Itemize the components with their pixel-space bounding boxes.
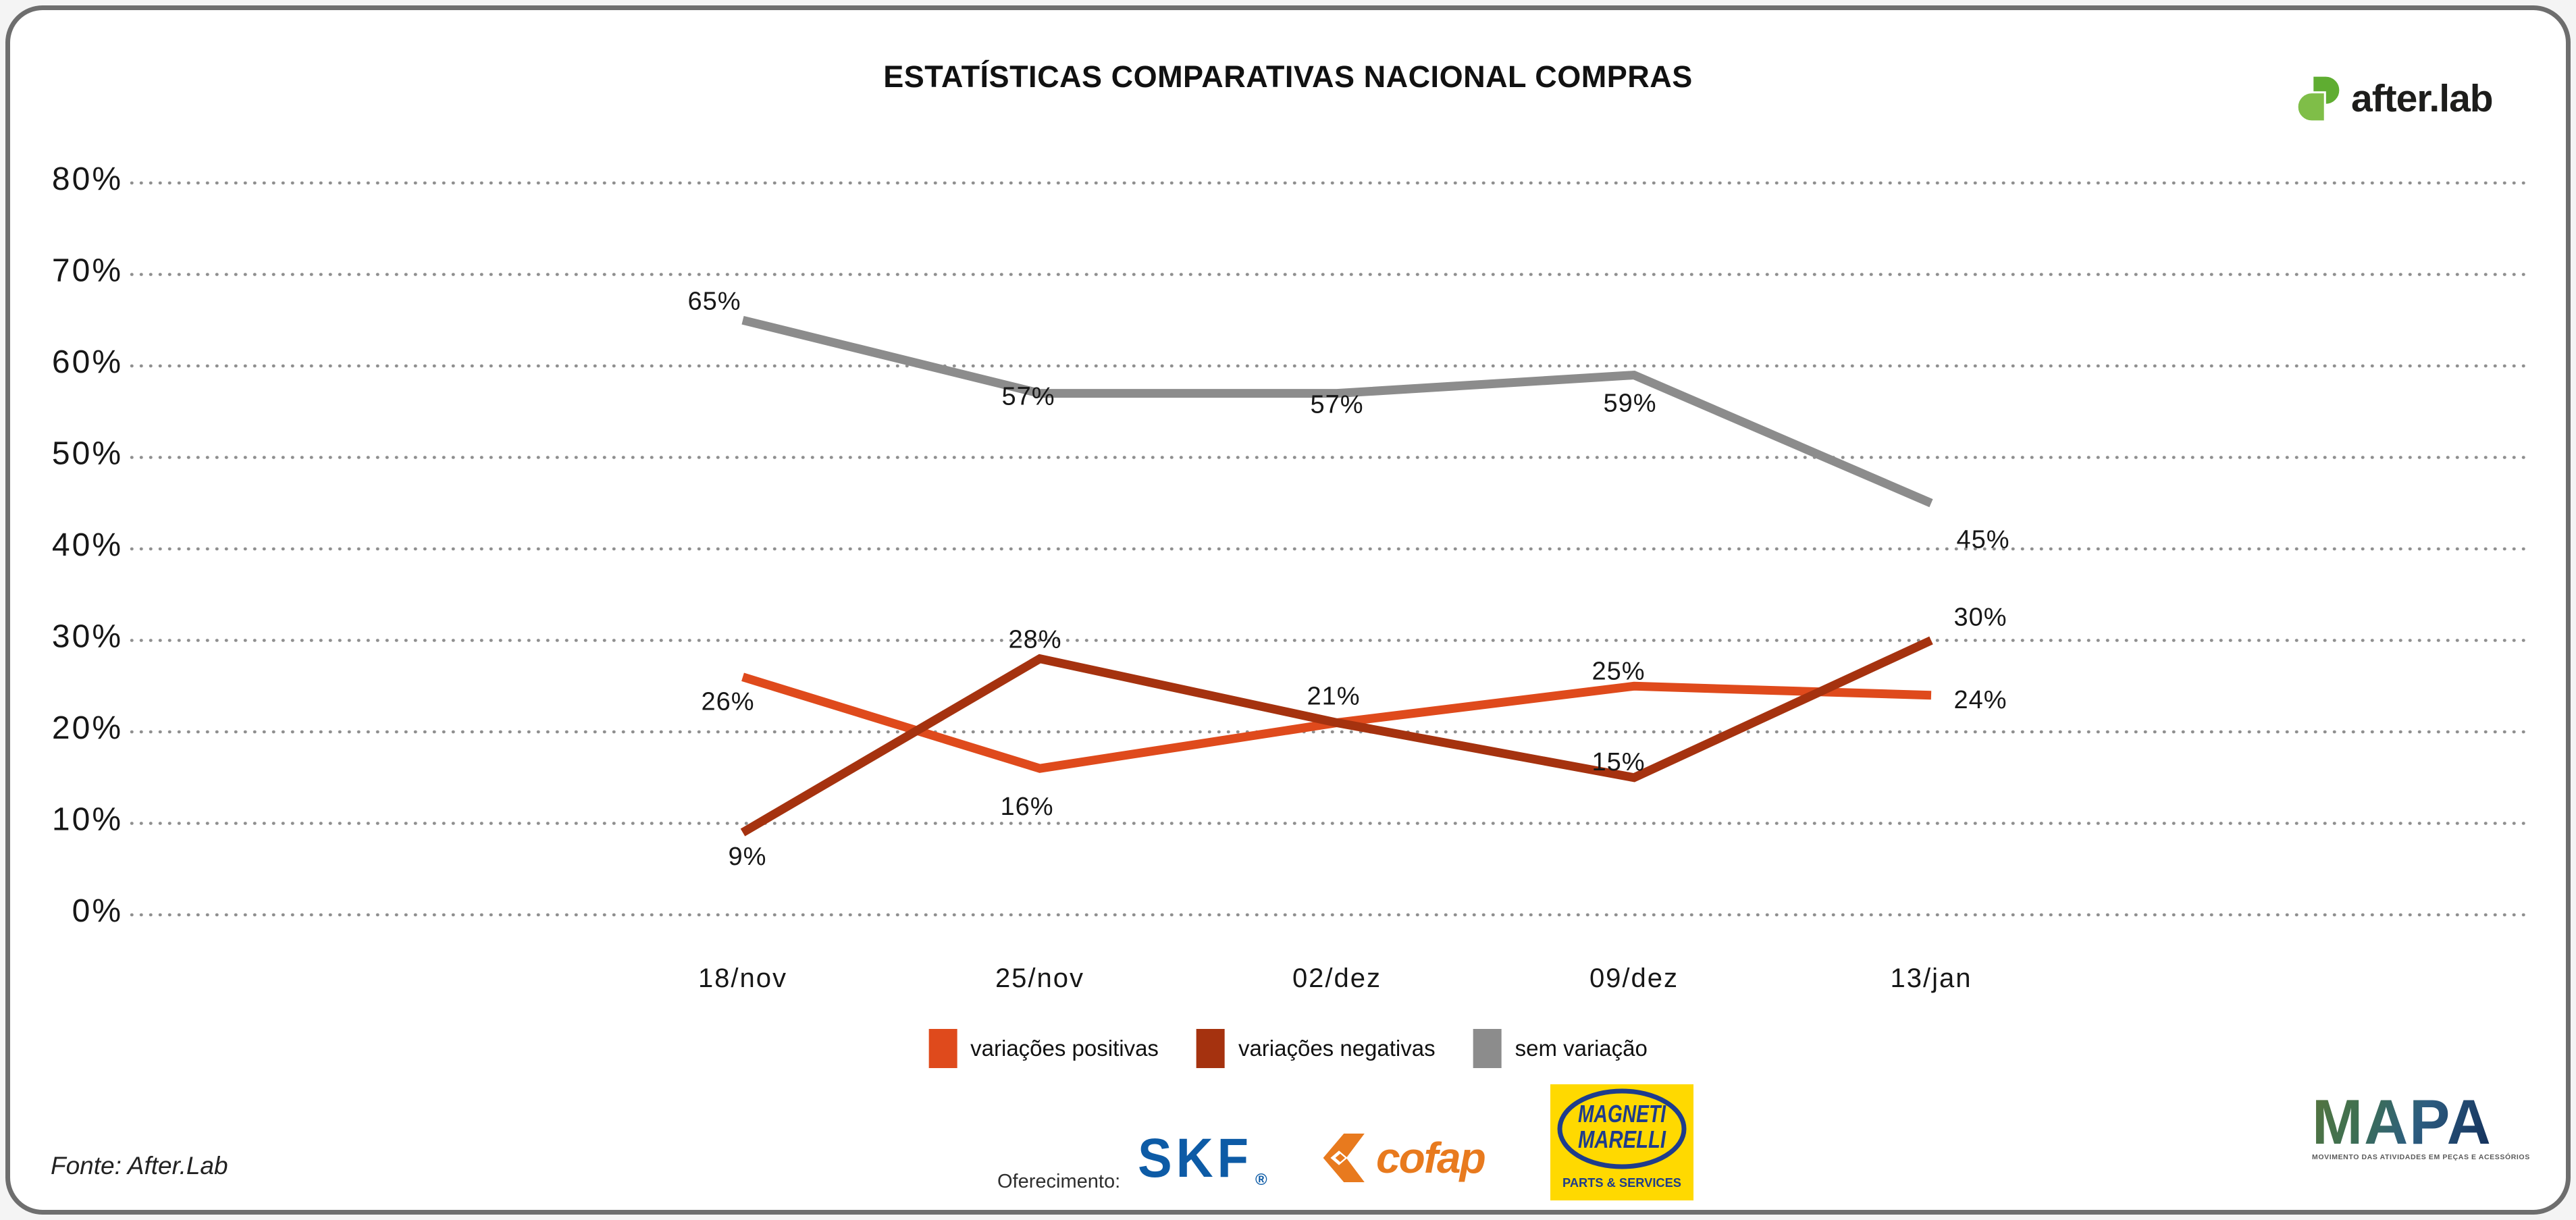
svg-text:80%: 80% (52, 161, 123, 197)
magneti-ellipse (1557, 1088, 1687, 1169)
magneti-marelli-logo: MAGNETI MARELLI PARTS & SERVICES (1550, 1084, 1693, 1200)
card-frame (5, 5, 2571, 1215)
svg-text:0%: 0% (72, 893, 123, 929)
legend-item-sem-variacao: sem variação (1473, 1029, 1648, 1068)
svg-text:24%: 24% (1953, 686, 2007, 714)
svg-text:50%: 50% (52, 436, 123, 472)
skf-logo: SKF ® (1138, 1127, 1267, 1190)
cofap-chevron-icon (1323, 1134, 1365, 1182)
legend-swatch-sem-variacao (1473, 1029, 1502, 1068)
svg-text:21%: 21% (1307, 682, 1360, 710)
cofap-logo-text: cofap (1376, 1134, 1486, 1182)
svg-text:28%: 28% (1008, 626, 1061, 654)
svg-text:25%: 25% (1592, 657, 1645, 685)
sponsorship-label: Oferecimento: (997, 1171, 1121, 1192)
mapa-logo: MAPA MOVIMENTO DAS ATIVIDADES EM PEÇAS E… (2312, 1086, 2530, 1162)
legend-label-sem-variacao: sem variação (1515, 1036, 1648, 1061)
mapa-logo-text: MAPA (2312, 1086, 2492, 1157)
magneti-line2: MARELLI (1578, 1125, 1666, 1153)
registered-mark-icon: ® (1255, 1171, 1267, 1189)
svg-text:13/jan: 13/jan (1891, 963, 1972, 993)
legend-swatch-negativas (1196, 1029, 1225, 1068)
svg-text:18/nov: 18/nov (698, 963, 787, 993)
legend-label-positivas: variações positivas (970, 1036, 1159, 1061)
svg-text:57%: 57% (1001, 383, 1055, 411)
legend-label-negativas: variações negativas (1238, 1036, 1436, 1061)
chart-legend: variações positivas variações negativas … (928, 1029, 1648, 1068)
magneti-line3: PARTS & SERVICES (1562, 1176, 1681, 1190)
mapa-tagline: MOVIMENTO DAS ATIVIDADES EM PEÇAS E ACES… (2312, 1153, 2530, 1161)
svg-text:65%: 65% (687, 287, 741, 315)
svg-text:9%: 9% (729, 843, 767, 871)
afterlab-logo-text: after.lab (2351, 77, 2494, 120)
svg-text:30%: 30% (1953, 604, 2007, 632)
afterlab-leaf-icon (2296, 74, 2342, 123)
svg-text:45%: 45% (1956, 525, 2009, 554)
magneti-marelli-badge: MAGNETI MARELLI PARTS & SERVICES (1550, 1084, 1693, 1200)
svg-text:30%: 30% (52, 619, 123, 655)
legend-item-positivas: variações positivas (928, 1029, 1159, 1068)
svg-text:26%: 26% (701, 688, 754, 716)
magneti-line1: MAGNETI (1578, 1100, 1666, 1128)
svg-text:09/dez: 09/dez (1589, 963, 1679, 993)
svg-text:15%: 15% (1592, 748, 1645, 776)
svg-text:02/dez: 02/dez (1292, 963, 1382, 993)
svg-text:59%: 59% (1603, 390, 1656, 418)
svg-text:20%: 20% (52, 710, 123, 746)
cofap-logo: cofap (1321, 1133, 1486, 1183)
source-note: Fonte: After.Lab (51, 1152, 228, 1179)
skf-logo-text: SKF (1138, 1127, 1253, 1190)
legend-item-negativas: variações negativas (1196, 1029, 1436, 1068)
chart-title: ESTATÍSTICAS COMPARATIVAS NACIONAL COMPR… (883, 59, 1693, 94)
svg-text:60%: 60% (52, 344, 123, 380)
svg-text:70%: 70% (52, 253, 123, 289)
svg-text:16%: 16% (1000, 793, 1053, 821)
svg-text:25/nov: 25/nov (995, 963, 1084, 993)
svg-text:40%: 40% (52, 527, 123, 563)
svg-text:10%: 10% (52, 802, 123, 838)
legend-swatch-positivas (928, 1029, 957, 1068)
svg-text:57%: 57% (1310, 391, 1363, 419)
afterlab-logo: after.lab (2294, 74, 2494, 123)
